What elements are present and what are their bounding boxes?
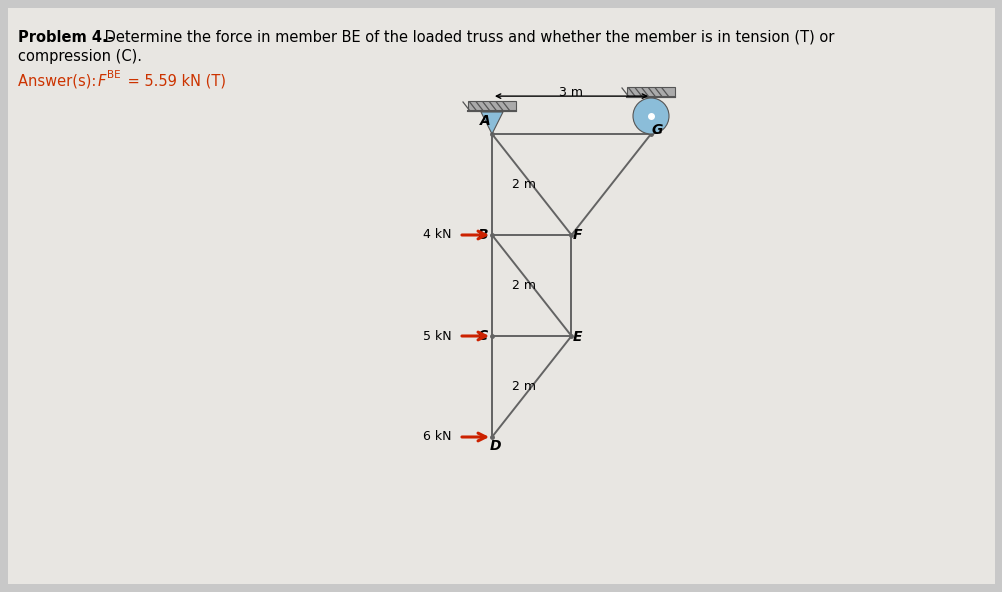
Text: BE: BE — [107, 70, 120, 80]
Text: E: E — [572, 330, 582, 344]
Text: 3 m: 3 m — [559, 86, 583, 99]
Polygon shape — [481, 112, 502, 134]
Text: 4 kN: 4 kN — [422, 229, 451, 242]
Text: 6 kN: 6 kN — [422, 430, 451, 443]
Text: G: G — [651, 123, 662, 137]
Text: D: D — [489, 439, 500, 453]
Circle shape — [632, 98, 668, 134]
Polygon shape — [626, 87, 674, 97]
Text: 2 m: 2 m — [512, 178, 536, 191]
Polygon shape — [8, 8, 994, 584]
Text: 5 kN: 5 kN — [422, 330, 451, 343]
Text: F: F — [572, 228, 582, 242]
Text: compression (C).: compression (C). — [18, 49, 142, 64]
Text: F: F — [98, 74, 106, 89]
Text: Determine the force in member BE of the loaded truss and whether the member is i: Determine the force in member BE of the … — [100, 30, 834, 45]
Text: A: A — [479, 114, 490, 128]
Text: B: B — [477, 228, 488, 242]
Text: Problem 4.-: Problem 4.- — [18, 30, 113, 45]
Text: C: C — [477, 329, 488, 343]
Text: 2 m: 2 m — [512, 380, 536, 393]
Text: = 5.59 kN (T): = 5.59 kN (T) — [123, 74, 225, 89]
Polygon shape — [468, 101, 515, 111]
Text: Answer(s):: Answer(s): — [18, 74, 101, 89]
Text: 2 m: 2 m — [512, 279, 536, 292]
